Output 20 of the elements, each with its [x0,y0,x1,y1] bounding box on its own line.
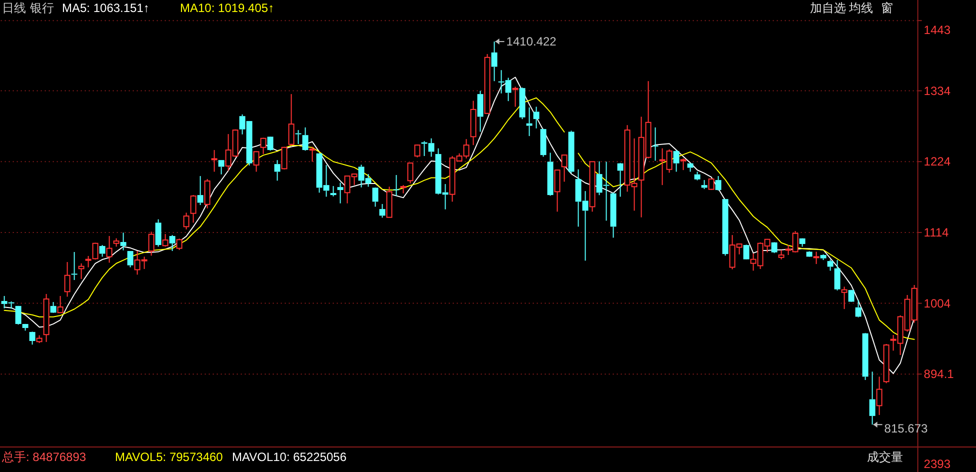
annotation: MA5: 1063.151↑ [62,1,150,15]
y-tick-label: 1004 [924,296,951,310]
y-tick-label: 1114 [924,225,950,240]
annotation: 加自选 [810,1,846,15]
annotation: MAVOL5: 79573460 [115,450,223,464]
annotation: MAVOL10: 65225056 [232,450,347,464]
y-tick-label: 894.1 [924,367,954,382]
y-tick-label: 1224 [924,154,951,169]
y-tick-label: 1443 [924,23,951,37]
annotation: 日线 [2,1,26,15]
annotation: 2393 [924,457,950,471]
annotation: 窗 [881,1,893,15]
annotation: 均线 [849,1,873,15]
annotation: 成交量 [867,450,903,464]
annotation: 银行 [30,1,54,15]
annotation: 1410.422 [506,34,557,49]
annotation: MA10: 1019.405↑ [180,1,274,15]
y-tick-label: 1334 [924,84,951,98]
annotation: 1410.422 [494,34,556,49]
annotation: 总手: 84876893 [2,450,86,464]
